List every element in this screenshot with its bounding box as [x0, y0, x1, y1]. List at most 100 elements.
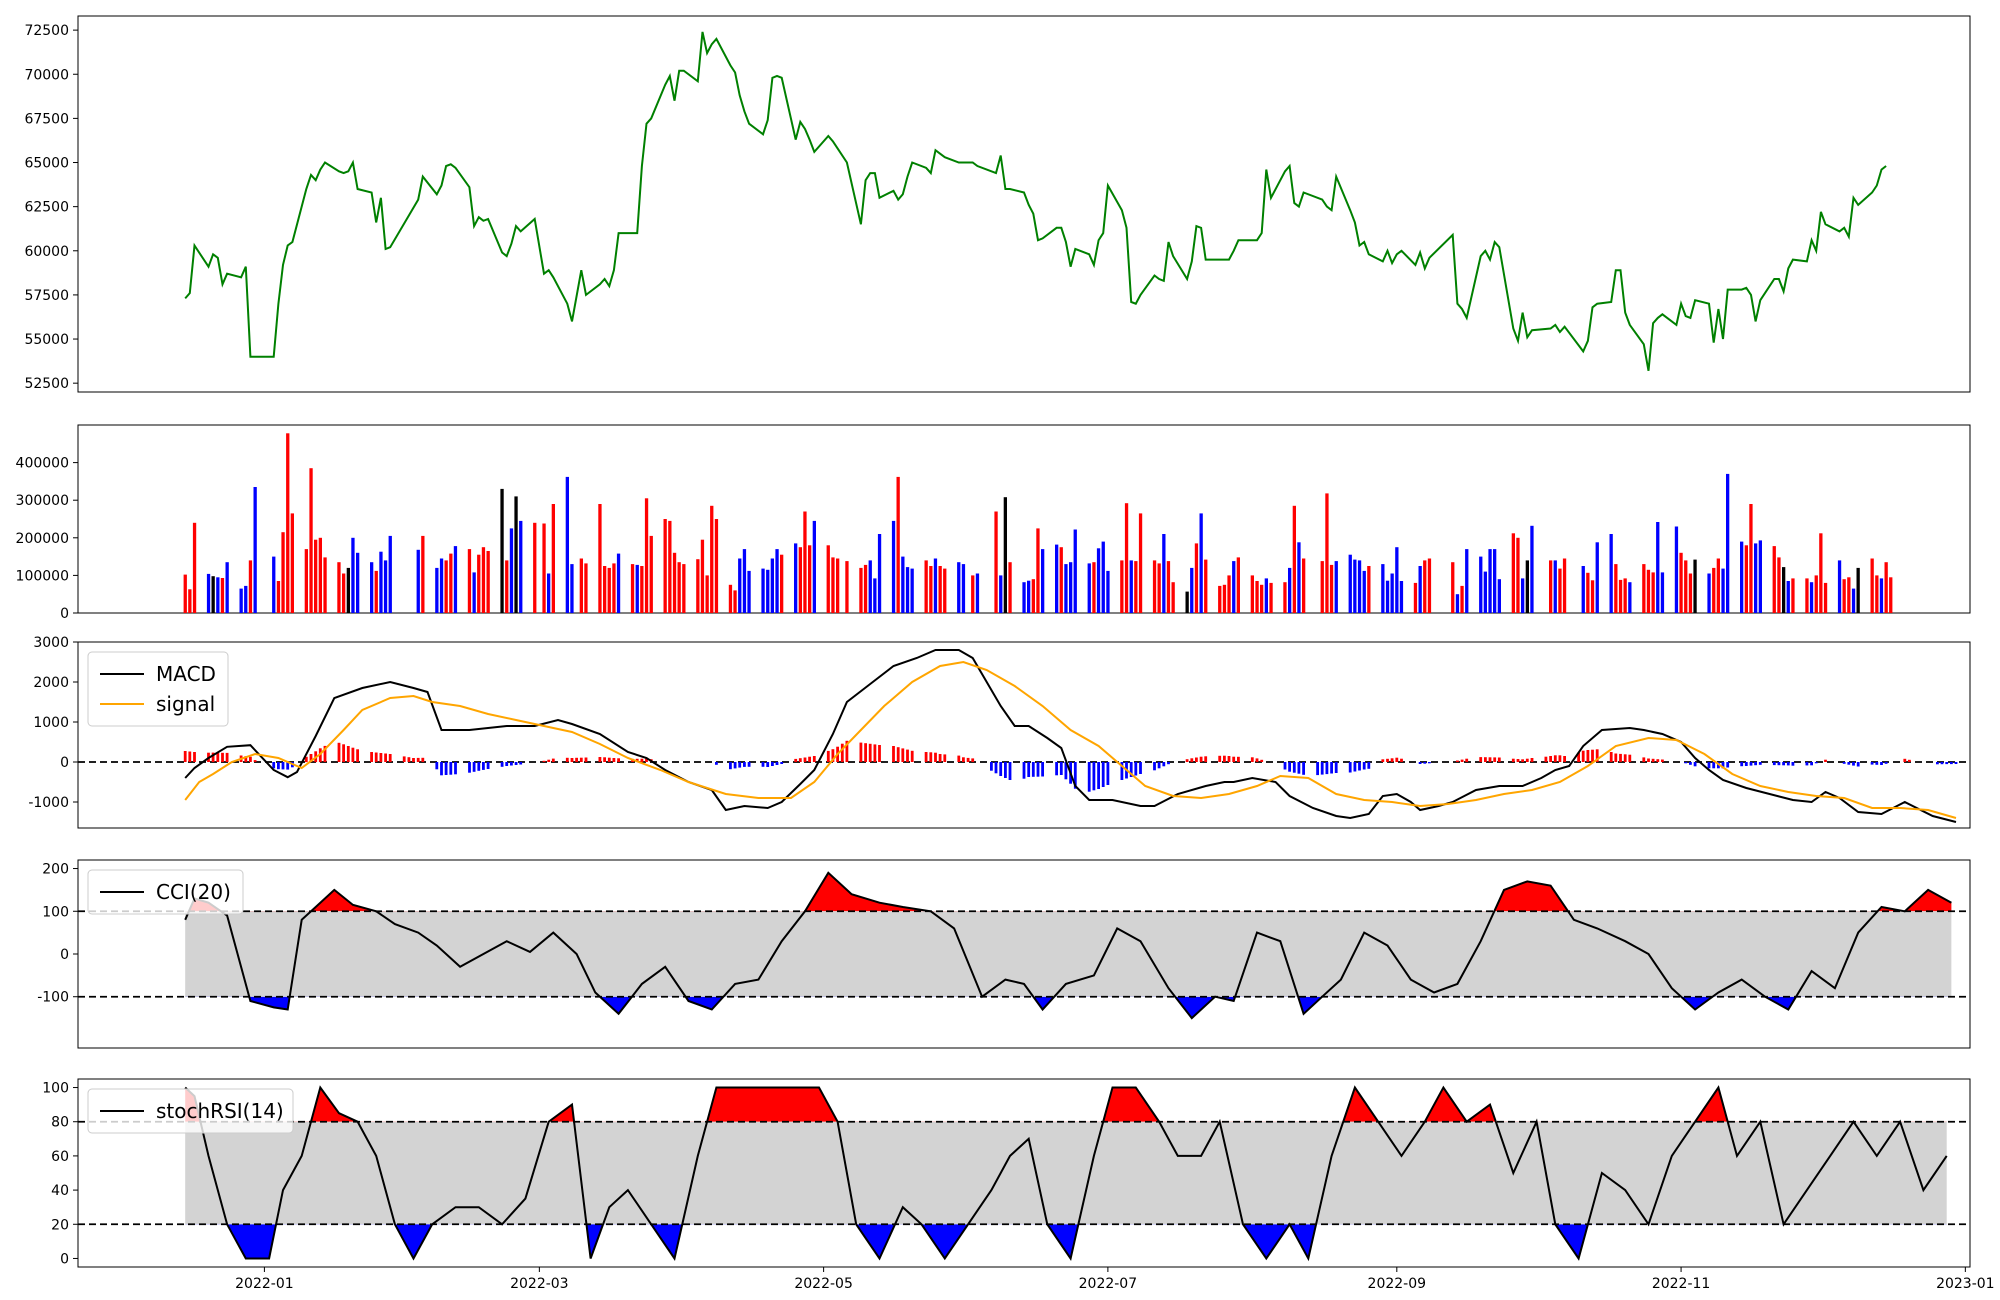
macd-histogram-bar	[542, 760, 546, 762]
volume-bar	[570, 564, 574, 613]
volume-bar	[1283, 582, 1287, 613]
volume-bar	[1870, 558, 1874, 613]
volume-bars	[183, 433, 1893, 613]
macd-histogram-bar	[1805, 762, 1809, 766]
macd-histogram-bar	[1824, 759, 1827, 762]
macd-histogram-bar	[1283, 762, 1287, 770]
stochrsi-line-stochrsi-14-	[184, 1085, 1948, 1262]
volume-bar	[1465, 549, 1469, 613]
macd-histogram-bar	[514, 762, 518, 765]
macd-histogram-bar	[1330, 762, 1333, 774]
macd-histogram-bar	[384, 753, 387, 762]
macd-histogram-bar	[1684, 762, 1688, 764]
volume-bar	[742, 549, 747, 613]
macd-histogram-bar	[780, 762, 784, 764]
macd-histogram-bar	[1712, 762, 1716, 769]
macd-histogram-bar	[1106, 762, 1110, 785]
volume-bar	[286, 433, 290, 613]
volume-bar	[1302, 558, 1306, 613]
volume-bar	[644, 498, 649, 613]
macd-histogram-bar	[766, 762, 770, 767]
volume-bar	[1819, 533, 1823, 613]
stochrsi-y-tick-label: 80	[51, 1115, 69, 1131]
volume-bar	[1325, 493, 1329, 613]
volume-bar	[1726, 473, 1730, 613]
volume-bar	[668, 520, 672, 613]
volume-bar	[500, 488, 504, 613]
volume-bar	[1036, 528, 1040, 613]
volume-bar	[1525, 560, 1529, 613]
volume-bar	[803, 511, 807, 613]
macd-histogram-bar	[845, 740, 849, 762]
macd-histogram-bar	[505, 762, 509, 766]
macd-histogram-bar	[901, 748, 905, 762]
volume-bar	[1628, 582, 1632, 613]
macd-histogram-bar	[1908, 759, 1911, 762]
volume-bar	[728, 584, 733, 613]
volume-bar	[188, 589, 192, 613]
volume-bar	[1693, 559, 1697, 613]
volume-y-axis: 0 100000 200000 300000 400000	[16, 456, 78, 622]
macd-histogram-bar	[873, 744, 877, 762]
macd-y-tick-label: 1000	[33, 715, 69, 731]
macd-histogram-bar	[435, 762, 439, 770]
volume-bar	[836, 558, 840, 613]
macd-y-axis: -1000 0 1000 2000 3000	[28, 635, 78, 811]
volume-bar	[1460, 585, 1464, 613]
macd-histogram-bar	[1129, 762, 1133, 777]
volume-bar	[812, 520, 816, 613]
macd-histogram-bar	[943, 754, 947, 762]
macd-histogram-bar	[402, 756, 406, 762]
macd-histogram-bar	[323, 745, 327, 762]
volume-bar	[533, 522, 537, 613]
volume-bar	[682, 564, 686, 613]
volume-bar	[1814, 575, 1818, 613]
volume-bar	[1791, 578, 1795, 613]
volume-bar	[766, 569, 770, 613]
x-tick-label: 2022-05	[794, 1276, 853, 1292]
x-axis: 2022-01 2022-03 2022-05 2022-07 2022-09 2022-…	[235, 1267, 1995, 1292]
stochrsi-y-tick-label: 0	[60, 1251, 69, 1267]
macd-histogram-bar	[1320, 762, 1324, 775]
volume-bar	[975, 573, 980, 613]
volume-bar	[1721, 568, 1725, 613]
volume-bar	[1413, 582, 1418, 613]
x-tick-label: 2022-01	[235, 1276, 294, 1292]
volume-bar	[1348, 554, 1352, 613]
macd-histogram-bar	[370, 752, 373, 762]
volume-bar	[1782, 567, 1786, 613]
macd-histogram-bar	[1302, 762, 1305, 775]
macd-histogram-bar	[1185, 759, 1189, 762]
stochrsi-legend-box	[87, 1088, 294, 1134]
volume-bar	[1236, 557, 1240, 613]
volume-bar	[663, 519, 667, 613]
macd-histogram-bar	[1595, 749, 1599, 762]
volume-bar	[1218, 585, 1222, 613]
volume-bar	[276, 581, 281, 613]
volume-bar	[388, 535, 392, 613]
volume-y-tick-label: 200000	[16, 531, 69, 547]
macd-histogram-bar	[1786, 762, 1790, 766]
volume-bar	[761, 568, 765, 613]
macd-histogram-bar	[551, 758, 555, 762]
volume-bar	[649, 535, 653, 613]
volume-bar	[1623, 578, 1627, 613]
macd-histogram-bar	[603, 757, 606, 762]
macd-histogram-bar	[1782, 762, 1785, 766]
volume-bar	[244, 585, 248, 613]
macd-legend-box	[87, 651, 229, 727]
macd-histogram-bar	[771, 762, 774, 766]
volume-bar	[309, 468, 313, 613]
volume-bar	[547, 573, 551, 613]
volume-bar	[598, 504, 602, 613]
macd-histogram-bar	[808, 756, 811, 762]
price-panel: 52500 55000 57500 60000 62500 65000 67500 70000…	[24, 15, 1971, 393]
macd-histogram-bar	[1423, 762, 1427, 764]
volume-y-tick-label: 300000	[16, 493, 69, 509]
volume-bar	[1288, 567, 1292, 613]
volume-bar	[1227, 575, 1231, 613]
macd-histogram-bar	[812, 756, 816, 762]
macd-histogram-bar	[1642, 757, 1646, 762]
price-y-tick-label: 65000	[24, 156, 69, 172]
macd-histogram-bar	[798, 758, 802, 762]
